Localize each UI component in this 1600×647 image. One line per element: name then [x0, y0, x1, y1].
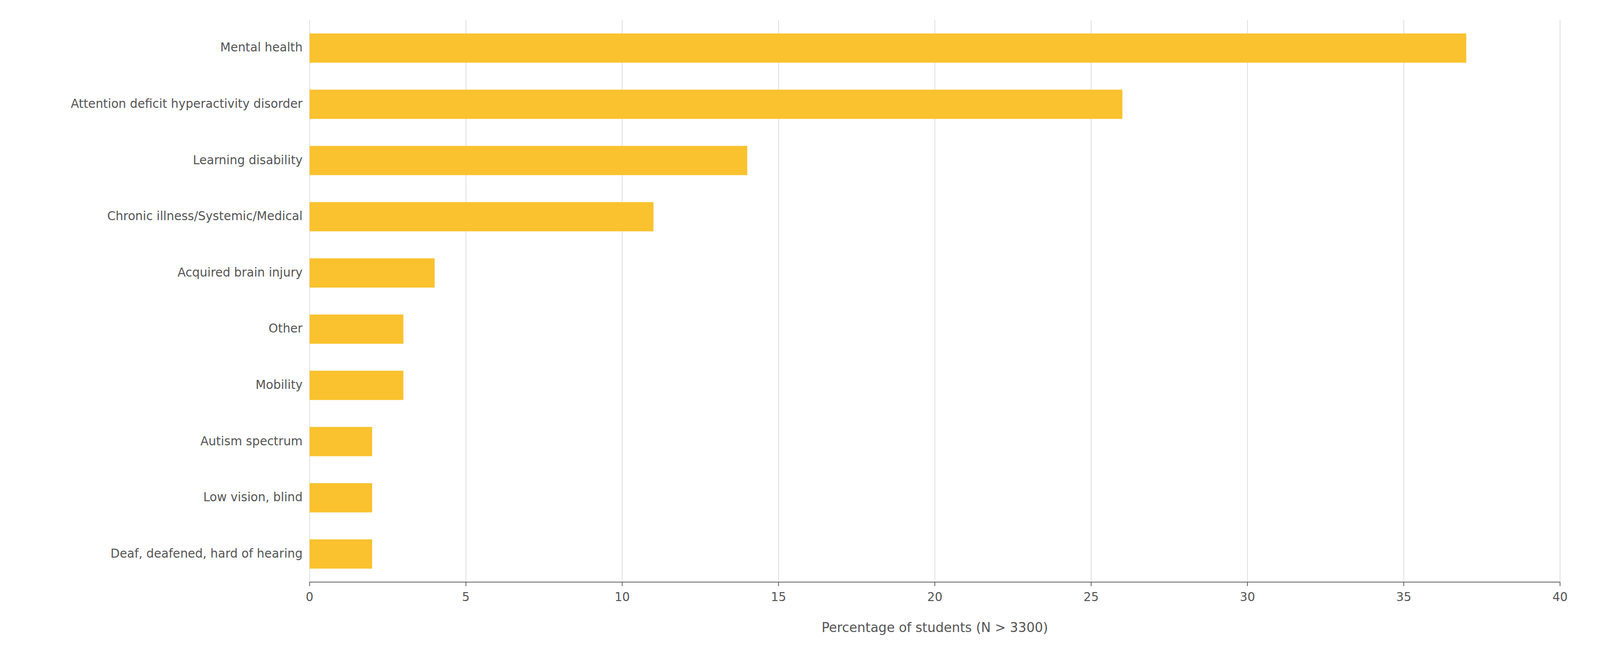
bar	[309, 89, 1123, 120]
chart-svg: 0 5 10 15 20 25 30 35 40 Mental health Attention d…	[0, 0, 1600, 647]
bar	[309, 483, 373, 513]
y-tick-labels: Mental health Attention deficit hyperacti…	[70, 40, 303, 561]
tick-label: 15	[771, 590, 787, 605]
tick-mark	[778, 582, 780, 587]
bar	[309, 33, 1467, 63]
category-label: Mental health	[220, 40, 303, 55]
tick-label: 35	[1396, 590, 1412, 605]
x-axis-line	[309, 581, 1561, 583]
tick-mark	[621, 582, 623, 587]
bar	[309, 539, 373, 569]
category-label: Low vision, blind	[203, 490, 303, 505]
tick-mark	[934, 582, 936, 587]
tick-mark	[465, 582, 467, 587]
bar	[309, 202, 654, 232]
bars	[309, 33, 1467, 569]
category-label: Learning disability	[192, 153, 303, 168]
category-label: Other	[268, 321, 303, 336]
x-ticks: 0 5 10 15 20 25 30 35 40	[305, 582, 1568, 605]
bar	[309, 145, 748, 176]
tick-mark	[1090, 582, 1092, 587]
tick-label: 20	[927, 590, 943, 605]
tick-label: 0	[305, 590, 314, 605]
bar	[309, 314, 404, 345]
grid	[309, 19, 1561, 583]
category-label: Chronic illness/Systemic/Medical	[107, 209, 303, 224]
category-label: Mobility	[255, 378, 303, 393]
bar	[309, 426, 373, 457]
grid-line	[1246, 19, 1248, 583]
x-axis-label: Percentage of students (N > 3300)	[821, 620, 1048, 636]
tick-label: 30	[1239, 590, 1256, 605]
category-label: Deaf, deafened, hard of hearing	[110, 546, 303, 561]
tick-mark	[309, 582, 311, 587]
tick-label: 40	[1552, 590, 1569, 605]
tick-mark	[1559, 582, 1561, 587]
grid-line	[1559, 19, 1561, 583]
category-label: Acquired brain injury	[177, 265, 303, 280]
tick-mark	[1246, 582, 1248, 587]
grid-line	[1403, 19, 1405, 583]
category-label: Attention deficit hyperactivity disorder	[70, 96, 303, 111]
category-label: Autism spectrum	[200, 434, 303, 449]
tick-label: 10	[614, 590, 631, 605]
chart-container: 0 5 10 15 20 25 30 35 40 Mental health Attention d…	[0, 0, 1600, 647]
tick-label: 5	[461, 590, 470, 605]
bar	[309, 258, 435, 288]
tick-mark	[1403, 582, 1405, 587]
tick-label: 25	[1083, 590, 1100, 605]
bar	[309, 371, 404, 401]
